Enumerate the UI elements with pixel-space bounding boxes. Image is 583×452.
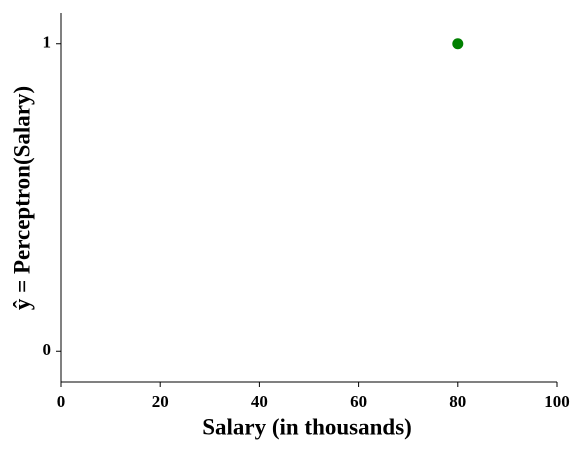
x-tick-label: 80 (449, 392, 466, 411)
x-tick-label: 0 (57, 392, 66, 411)
point (452, 38, 464, 50)
x-axis-label: Salary (in thousands) (202, 414, 412, 439)
x-tick-label: 40 (251, 392, 268, 411)
x-tick-label: 100 (544, 392, 570, 411)
x-tick-label: 60 (350, 392, 367, 411)
y-tick-label: 0 (43, 340, 52, 359)
y-axis-label: ŷ = Perceptron(Salary) (9, 86, 34, 310)
x-tick-label: 20 (152, 392, 169, 411)
y-tick-label: 1 (43, 33, 52, 52)
